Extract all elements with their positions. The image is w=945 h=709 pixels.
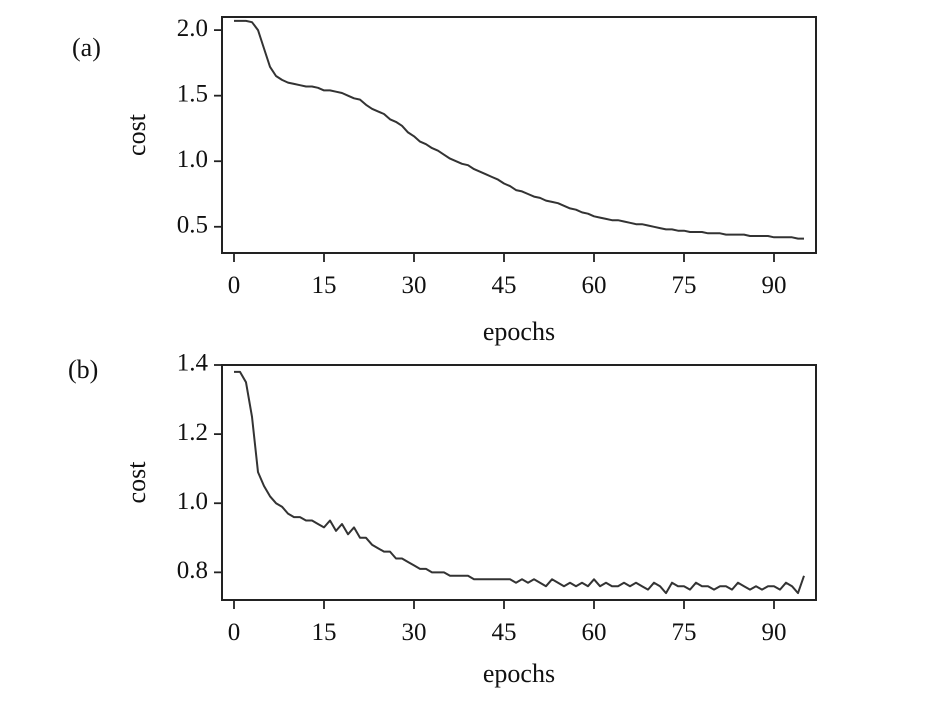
y-tick-label: 1.5 bbox=[177, 80, 208, 107]
x-tick-label: 60 bbox=[582, 619, 607, 646]
x-axis-title: epochs bbox=[483, 317, 555, 346]
x-tick-label: 75 bbox=[672, 272, 697, 299]
y-tick-label: 1.4 bbox=[177, 350, 209, 377]
y-tick-label: 1.0 bbox=[177, 146, 208, 173]
x-tick-label: 90 bbox=[762, 619, 787, 646]
panel-label: (b) bbox=[68, 355, 98, 384]
x-tick-label: 45 bbox=[492, 619, 517, 646]
y-tick-label: 0.5 bbox=[177, 212, 208, 239]
chart-panel-b: (b) 0.8 1.0 1.2 1.4 0 15 30 45 60 75 90 epochs cost bbox=[68, 350, 817, 688]
y-axis-title: cost bbox=[122, 113, 151, 156]
x-axis-title: epochs bbox=[483, 659, 555, 688]
cost-series-line bbox=[234, 370, 805, 595]
x-tick-label: 15 bbox=[312, 619, 337, 646]
y-tick-label: 0.8 bbox=[177, 557, 208, 584]
x-tick-label: 90 bbox=[762, 272, 787, 299]
plot-frame bbox=[221, 364, 817, 601]
cost-series-line bbox=[234, 19, 804, 240]
chart-panel-a: (a) 0.5 1.0 1.5 2.0 0 15 30 45 60 75 90 epochs cost bbox=[72, 15, 817, 346]
y-tick-label: 1.2 bbox=[177, 419, 208, 446]
y-tick-label: 2.0 bbox=[177, 15, 208, 42]
x-tick-label: 0 bbox=[228, 272, 241, 299]
panel-label: (a) bbox=[72, 33, 101, 62]
x-tick-label: 30 bbox=[402, 272, 427, 299]
plot-frame bbox=[221, 16, 817, 254]
x-tick-label: 15 bbox=[312, 272, 337, 299]
x-tick-label: 30 bbox=[402, 619, 427, 646]
y-axis-title: cost bbox=[122, 461, 151, 504]
x-tick-label: 0 bbox=[228, 619, 241, 646]
x-tick-label: 75 bbox=[672, 619, 697, 646]
x-tick-label: 60 bbox=[582, 272, 607, 299]
x-tick-label: 45 bbox=[492, 272, 517, 299]
y-tick-label: 1.0 bbox=[177, 488, 208, 515]
